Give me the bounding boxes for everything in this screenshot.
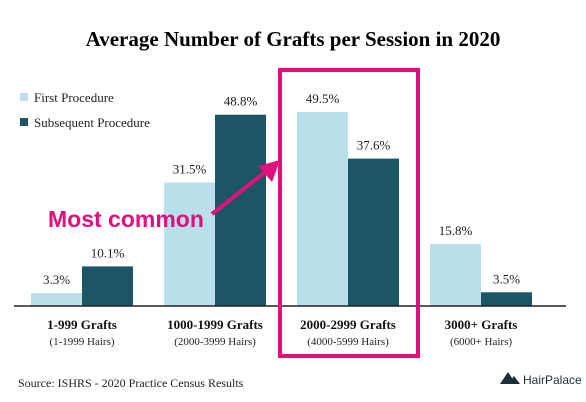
category-sublabel-2: (2000-3999 Hairs) bbox=[174, 336, 256, 348]
legend-label-first: First Procedure bbox=[34, 90, 114, 105]
highlight-box bbox=[278, 68, 420, 358]
annotation-arrow-head bbox=[258, 160, 280, 182]
annotation-label: Most common bbox=[48, 206, 204, 232]
category-sublabel-3: (4000-5999 Hairs) bbox=[307, 336, 389, 348]
brand-logo: HairPalace bbox=[500, 372, 582, 387]
category-sublabel-1: (1-1999 Hairs) bbox=[49, 336, 114, 348]
x-axis-labels-group: 1-999 Grafts (1-1999 Hairs) 1000-1999 Graf… bbox=[47, 317, 517, 348]
category-label-3: 2000-2999 Grafts bbox=[300, 317, 396, 332]
value-label-first-4: 15.8% bbox=[439, 223, 473, 238]
legend-swatch-first bbox=[20, 93, 28, 101]
legend-label-subsequent: Subsequent Procedure bbox=[34, 115, 150, 130]
value-label-subsequent-3: 37.6% bbox=[357, 138, 391, 153]
value-label-first-3: 49.5% bbox=[306, 91, 340, 106]
category-label-4: 3000+ Grafts bbox=[445, 317, 518, 332]
source-note: Source: ISHRS - 2020 Practice Census Res… bbox=[18, 376, 244, 390]
value-label-subsequent-1: 10.1% bbox=[91, 245, 125, 260]
legend-swatch-subsequent bbox=[20, 118, 28, 126]
brand-name: HairPalace bbox=[523, 373, 582, 387]
bar-first-4 bbox=[430, 244, 481, 306]
bar-subsequent-1 bbox=[82, 266, 133, 306]
value-label-subsequent-4: 3.5% bbox=[493, 271, 520, 286]
bar-first-2 bbox=[164, 182, 215, 306]
value-label-first-2: 31.5% bbox=[173, 162, 207, 177]
bars-group bbox=[31, 111, 532, 307]
bar-subsequent-2 bbox=[215, 114, 266, 306]
category-sublabel-4: (6000+ Hairs) bbox=[450, 336, 512, 348]
category-label-2: 1000-1999 Grafts bbox=[167, 317, 263, 332]
annotation-arrow bbox=[210, 168, 270, 216]
bar-first-1 bbox=[31, 293, 82, 306]
bar-subsequent-4 bbox=[481, 292, 532, 306]
bar-subsequent-3 bbox=[348, 158, 399, 306]
chart-title: Average Number of Grafts per Session in … bbox=[86, 27, 501, 51]
bar-first-3 bbox=[297, 111, 348, 307]
brand-logo-icon-secondary bbox=[508, 376, 520, 384]
category-label-1: 1-999 Grafts bbox=[47, 317, 117, 332]
value-label-subsequent-2: 48.8% bbox=[224, 94, 258, 109]
value-label-first-1: 3.3% bbox=[43, 272, 70, 287]
value-labels-group: 3.3% 10.1% 31.5% 48.8% 49.5% 37.6% 15.8% 3.5% bbox=[43, 91, 520, 287]
